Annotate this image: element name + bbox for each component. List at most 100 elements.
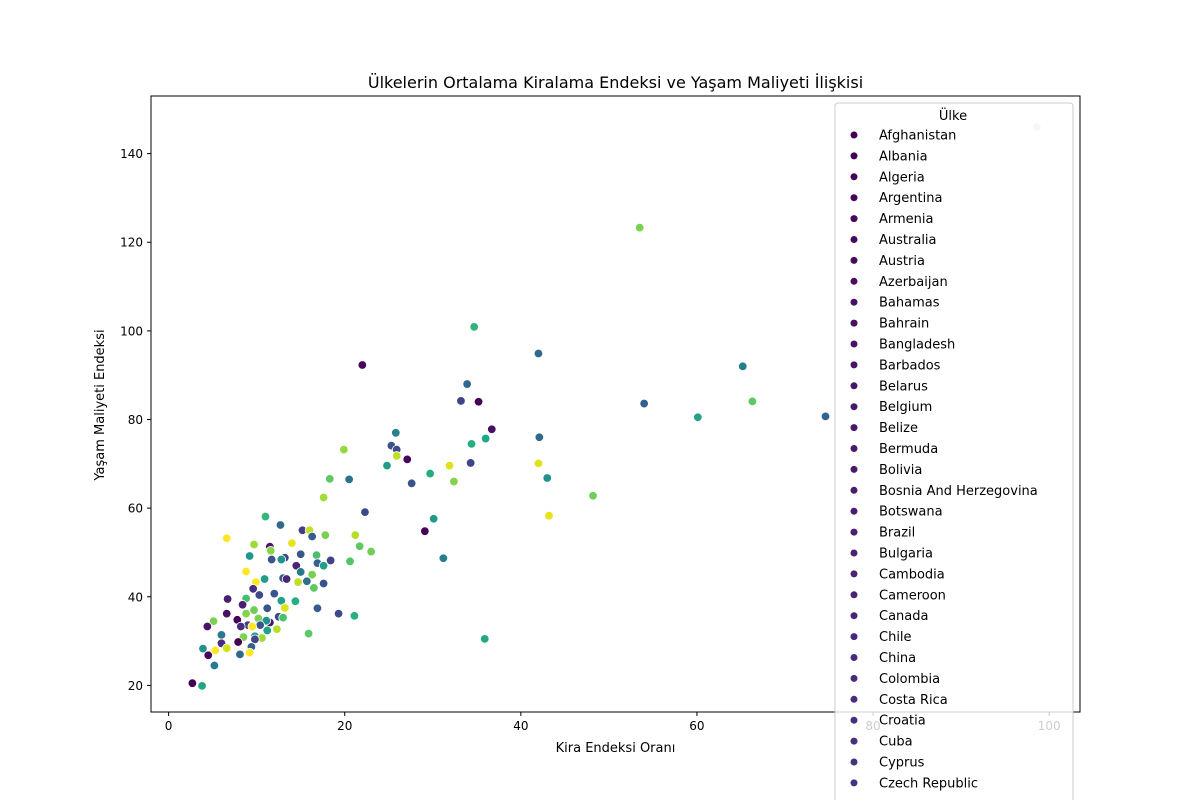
data-point-74	[318, 578, 329, 589]
legend-label-8: Bahamas	[879, 296, 940, 311]
data-point-24	[533, 458, 544, 469]
data-point-59	[438, 553, 449, 563]
data-point-46	[222, 533, 232, 543]
data-point-58	[266, 554, 277, 565]
legend-label-5: Australia	[879, 233, 937, 248]
legend-label-24: Chile	[879, 630, 912, 645]
legend-marker-0	[850, 131, 858, 139]
data-point-31	[449, 476, 459, 487]
data-point-1	[635, 222, 645, 233]
legend-label-4: Armenia	[879, 212, 934, 227]
data-point-10	[747, 396, 758, 407]
legend-marker-4	[850, 215, 858, 223]
data-point-90	[333, 608, 344, 619]
data-point-121	[203, 650, 213, 660]
legend-marker-12	[850, 382, 858, 390]
data-point-53	[295, 549, 306, 559]
data-point-15	[534, 432, 545, 442]
data-point-117	[198, 643, 208, 654]
data-point-13	[487, 424, 497, 434]
data-point-6	[462, 379, 472, 389]
legend-label-14: Belize	[879, 421, 918, 436]
legend-marker-7	[850, 277, 858, 285]
data-point-8	[473, 397, 484, 407]
x-tick-label-0: 0	[165, 719, 173, 733]
legend-marker-17	[850, 486, 858, 494]
legend-label-6: Austria	[879, 254, 925, 269]
y-tick-label-60: 60	[128, 502, 143, 516]
data-point-118	[210, 645, 220, 656]
data-point-103	[272, 624, 282, 634]
legend-marker-31	[850, 779, 858, 787]
legend-label-30: Cyprus	[879, 756, 925, 771]
legend-marker-24	[850, 633, 858, 641]
data-point-93	[278, 612, 288, 623]
legend-marker-18	[850, 507, 858, 515]
data-point-81	[290, 596, 301, 606]
legend-marker-19	[850, 528, 858, 536]
data-point-43	[320, 530, 331, 540]
data-point-16	[480, 433, 491, 444]
legend-label-27: Costa Rica	[879, 693, 948, 708]
data-point-72	[293, 577, 303, 587]
y-tick-label-20: 20	[128, 679, 143, 693]
data-point-48	[249, 539, 259, 550]
data-point-83	[237, 600, 248, 610]
legend-marker-8	[850, 298, 858, 306]
data-point-54	[311, 550, 322, 560]
data-point-67	[307, 569, 317, 580]
legend-marker-13	[850, 403, 858, 411]
data-point-102	[202, 621, 213, 632]
x-tick-label-60: 60	[689, 719, 704, 733]
legend-marker-30	[850, 758, 858, 766]
x-axis-label: Kira Endeksi Oranı	[556, 741, 676, 756]
data-point-7	[456, 396, 466, 406]
data-point-88	[241, 608, 251, 619]
data-point-34	[318, 492, 329, 503]
legend-marker-15	[850, 445, 858, 452]
data-point-39	[275, 520, 286, 530]
data-point-27	[425, 468, 435, 479]
data-point-12	[820, 411, 831, 422]
data-point-5	[357, 360, 368, 370]
data-point-26	[382, 460, 392, 471]
data-point-87	[249, 605, 259, 615]
data-point-69	[259, 574, 270, 584]
data-point-20	[339, 444, 349, 455]
data-point-33	[588, 491, 598, 501]
legend-label-28: Croatia	[879, 714, 926, 729]
legend-label-31: Czech Republic	[879, 776, 978, 791]
legend-label-20: Bulgaria	[879, 547, 933, 562]
legend-label-11: Barbados	[879, 358, 941, 373]
y-tick-label-40: 40	[128, 590, 143, 604]
data-point-45	[307, 531, 317, 542]
data-point-4	[738, 361, 748, 372]
data-point-23	[465, 458, 476, 468]
legend-box	[834, 102, 1074, 804]
data-point-57	[276, 554, 287, 565]
legend-marker-22	[850, 591, 858, 599]
plot-frame	[150, 95, 1081, 713]
data-point-2	[469, 322, 479, 332]
data-point-32	[406, 478, 417, 489]
legend-label-17: Bosnia And Herzegovina	[879, 484, 1038, 499]
data-point-3	[533, 348, 544, 359]
data-point-42	[420, 526, 430, 536]
data-point-71	[302, 576, 312, 586]
legend-marker-3	[850, 194, 858, 202]
data-point-86	[312, 603, 323, 613]
y-axis-label: Yaşam Maliyeti Endeksi	[93, 329, 108, 481]
data-point-51	[266, 545, 276, 556]
data-point-112	[480, 634, 490, 644]
legend-label-7: Azerbaijan	[879, 275, 948, 290]
legend-marker-11	[850, 361, 858, 369]
data-point-75	[309, 583, 319, 593]
data-point-76	[248, 584, 258, 594]
data-point-78	[254, 590, 265, 600]
legend-marker-10	[850, 340, 858, 348]
data-point-60	[325, 555, 336, 566]
data-point-77	[269, 588, 279, 599]
data-point-61	[345, 556, 355, 567]
data-point-49	[354, 541, 365, 551]
data-point-111	[250, 634, 260, 645]
